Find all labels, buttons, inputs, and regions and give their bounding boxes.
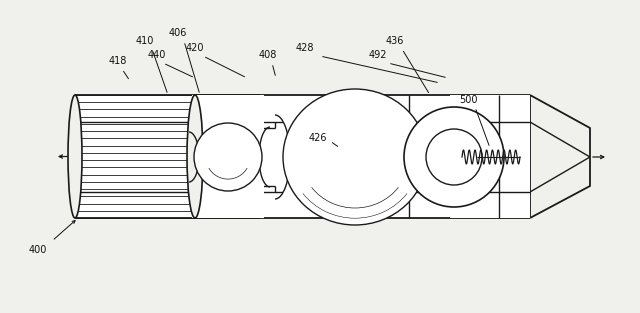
Text: 410: 410	[136, 36, 154, 46]
Text: 492: 492	[369, 50, 387, 60]
Ellipse shape	[404, 107, 504, 207]
Ellipse shape	[187, 95, 203, 218]
Ellipse shape	[194, 123, 262, 191]
Text: 406: 406	[169, 28, 187, 38]
Text: 426: 426	[308, 133, 327, 143]
Text: 440: 440	[148, 50, 166, 60]
Bar	[450, 95, 530, 218]
Ellipse shape	[426, 129, 482, 185]
Bar	[75, 95, 530, 218]
Text: 400: 400	[29, 245, 47, 255]
Text: 420: 420	[186, 43, 204, 53]
Text: 408: 408	[259, 50, 277, 60]
Bar	[192, 95, 264, 218]
Ellipse shape	[68, 95, 82, 218]
Text: 418: 418	[109, 56, 127, 66]
Text: 436: 436	[386, 36, 404, 46]
Text: 500: 500	[459, 95, 477, 105]
Ellipse shape	[283, 89, 427, 225]
Bar	[283, 96, 427, 217]
Text: 428: 428	[296, 43, 314, 53]
